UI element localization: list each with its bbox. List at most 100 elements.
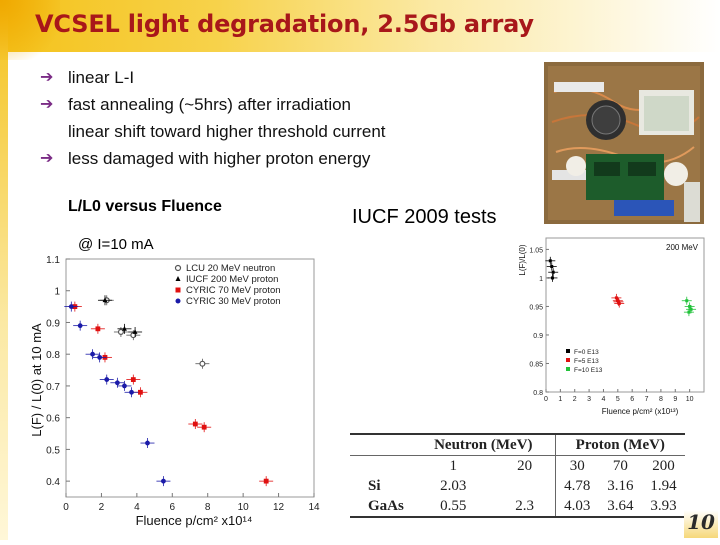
y-tick-label: 1.1 [46,255,60,266]
data-point [114,380,120,386]
y-tick-label: 1 [539,276,543,283]
legend-label: CYRIC 70 MeV proton [186,285,281,296]
data-point [548,259,552,263]
data-point [122,325,127,331]
legend-marker [566,349,570,353]
x-tick-label: 6 [170,502,176,513]
x-tick-label: 14 [308,502,320,513]
damage-factor-table: Neutron (MeV) Proton (MeV) 1 20 30 70 20… [350,433,685,518]
x-tick-label: 12 [273,502,285,513]
chart-title: L/L0 versus Fluence [68,198,222,215]
data-point [77,323,83,329]
data-point [145,440,150,446]
y-axis-label: L(F)/L(0) [518,244,527,275]
table-cell: 4.03 [555,496,599,518]
data-point [68,304,74,309]
table-cell: 2.3 [494,496,556,518]
row-label: GaAs [350,496,412,518]
vcsel-board-photo [544,62,704,224]
data-point [117,328,124,335]
table-cell: 3.93 [641,496,685,518]
neutron-header: Neutron (MeV) [412,433,556,456]
header-band [0,0,720,52]
x-tick-label: 4 [602,396,606,403]
data-point [550,265,554,269]
bullet-text: linear L-I [68,68,135,87]
data-point [192,421,198,427]
y-axis-label: L(F) / L(0) at 10 mA [29,323,44,437]
data-point [689,307,693,311]
proton-header: Proton (MeV) [555,433,685,456]
data-point [138,389,143,395]
data-point [201,424,207,430]
legend-label: CYRIC 30 MeV proton [186,296,281,307]
corner-decoration [0,0,60,60]
row-label: Si [368,477,381,494]
data-point [90,351,95,357]
left-border [0,0,8,540]
x-tick-label: 0 [544,396,548,403]
data-point [129,389,134,395]
energy-cell: 70 [612,457,628,474]
table-cell [350,456,412,477]
x-tick-label: 5 [616,396,620,403]
legend-label: LCU 20 MeV neutron [186,263,275,274]
main-chart-svg: 0.4 0.5 0.6 0.7 0.8 0.9 1 1.1 0 2 4 6 8 10 12 14 L(F) … [29,255,320,528]
x-tick-label: 9 [673,396,677,403]
y-tick-label: 1 [54,287,60,298]
table-cell: 3.64 [598,496,642,518]
x-tick-label: 2 [99,502,105,513]
plot-frame [545,237,705,393]
x-tick-label: 7 [645,396,649,403]
legend-marker [566,367,570,371]
data-point [617,300,621,304]
legend-label: F=0 E13 [574,349,599,356]
data-point [550,276,554,280]
legend-marker [174,264,182,272]
data-point [130,377,136,382]
y-tick-label: 1.05 [529,247,543,254]
arrow-icon: ➔ [40,96,54,113]
table-cell: 4.78 [564,477,591,494]
x-tick-label: 10 [686,396,694,403]
current-annotation: @ I=10 mA [78,236,154,253]
data-point [617,302,621,306]
x-tick-label: 8 [205,502,211,513]
x-tick-label: 0 [63,502,69,513]
energy-cell: 20 [494,455,556,476]
x-tick-label: 4 [134,502,140,513]
y-tick-label: 0.9 [533,333,543,340]
damage-factor-table-wrap: Neutron (MeV) Proton (MeV) 1 20 30 70 20… [350,433,685,518]
table-cell: 2.03 [440,477,467,494]
data-point [122,383,127,389]
data-point [132,329,138,334]
x-axis-label: Fluence p/cm² x10¹⁴ [136,513,253,528]
table-cell [494,476,556,496]
table-row: GaAs 0.55 2.3 4.03 3.64 3.93 [350,496,685,518]
y-tick-label: 0.4 [46,477,60,488]
legend-label: F=10 E13 [574,367,603,374]
x-tick-label: 1 [558,396,562,403]
main-chart: 0.4 0.5 0.6 0.7 0.8 0.9 1 1.1 0 2 4 6 8 10 12 14 L(F) … [18,245,330,540]
page-number: 10 [684,510,718,538]
y-tick-label: 0.8 [533,390,543,397]
data-point [263,478,269,484]
legend-marker [175,276,181,281]
legend-marker [175,287,181,293]
data-point [551,270,555,274]
y-tick-label: 0.9 [46,318,60,329]
legend-label: IUCF 200 MeV proton [186,274,278,285]
energy-row: 1 20 30 70 200 [350,455,685,477]
energy-cell: 30 [569,457,585,474]
iucf-chart: 0.8 0.85 0.9 0.95 1 1.05 0 1 2 3 4 5 6 7 8 9 10 200 MeV… [508,230,708,426]
x-tick-label: 3 [587,396,591,403]
table-cell: 1.94 [650,477,677,494]
data-point [161,478,166,484]
x-axis-label: Fluence p/cm² (x10¹³) [602,407,679,416]
x-tick-label: 8 [659,396,663,403]
legend-label: F=5 E13 [574,358,599,365]
data-point [199,360,206,367]
y-tick-label: 0.6 [46,414,60,425]
data-point [687,310,691,314]
x-tick-label: 6 [630,396,634,403]
